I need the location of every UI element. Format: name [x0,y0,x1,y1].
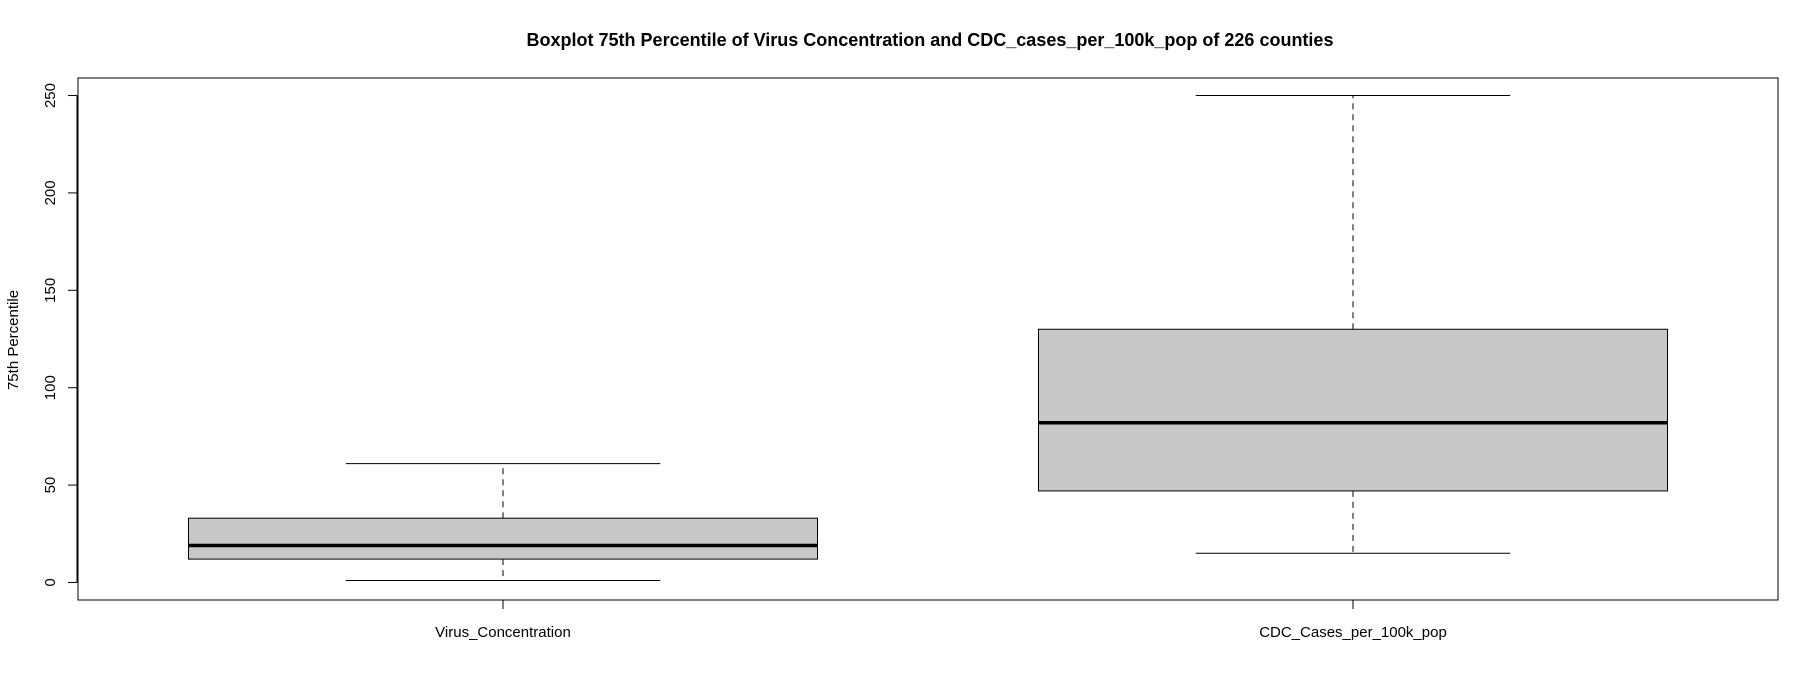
iqr-box [1038,328,1668,492]
chart-title: Boxplot 75th Percentile of Virus Concent… [527,30,1334,50]
y-tick-label: 150 [42,278,59,303]
x-tick-label: Virus_Concentration [435,624,571,641]
iqr-box [188,517,818,560]
y-tick-label: 100 [42,375,59,400]
y-tick-label: 50 [42,477,59,494]
box-1 [188,463,818,582]
x-tick-label: CDC_Cases_per_100k_pop [1259,624,1447,641]
y-tick-label: 200 [42,180,59,205]
y-axis: 0 50 100 150 200 250 [42,83,78,587]
y-tick-label: 0 [42,578,59,586]
box-2 [1038,95,1668,554]
y-tick-label: 250 [42,83,59,108]
plot-frame [77,77,1779,601]
y-axis-label: 75th Percentile [5,290,22,390]
box-series [188,95,1668,582]
x-axis: Virus_Concentration CDC_Cases_per_100k_po… [435,600,1447,641]
